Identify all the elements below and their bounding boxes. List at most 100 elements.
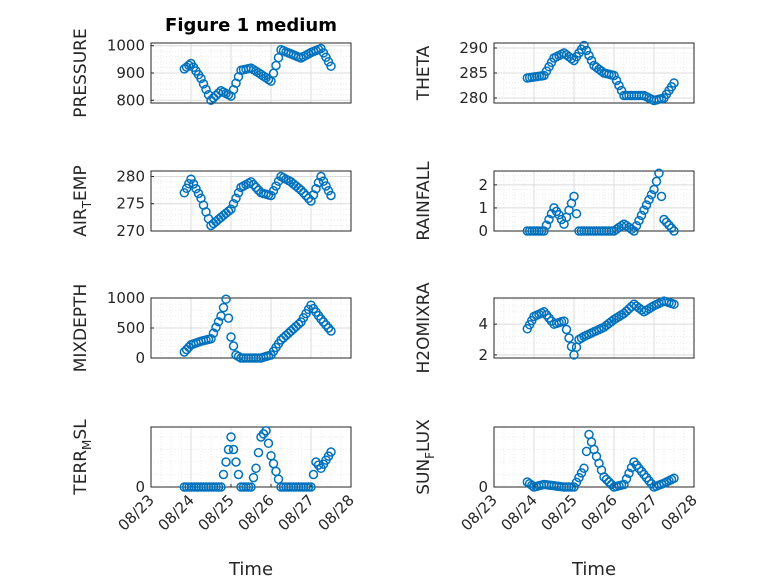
data-point: [228, 444, 239, 455]
data-point: [564, 333, 574, 343]
data-point: [221, 457, 231, 467]
data-point: [216, 482, 226, 492]
data-point: [251, 463, 261, 474]
data-point: [629, 226, 639, 236]
data-point: [641, 200, 652, 210]
data-point: [308, 190, 319, 200]
data-point: [226, 432, 236, 442]
data-point: [226, 332, 236, 342]
x-tick-label: 08/27: [618, 491, 661, 534]
data-point: [601, 474, 612, 485]
data-point: [201, 84, 211, 95]
data-point: [318, 317, 329, 327]
data-point: [233, 188, 244, 198]
data-point: [273, 474, 284, 484]
data-point: [223, 313, 234, 323]
data-point: [661, 217, 672, 228]
data-point: [261, 426, 271, 436]
data-point: [311, 183, 321, 194]
axes-frame: [493, 426, 695, 488]
x-tick-label: 08/28: [315, 491, 358, 534]
y-tick-label: 290: [459, 39, 488, 57]
data-point: [263, 438, 274, 449]
data-point: [544, 214, 554, 225]
data-point: [231, 457, 241, 467]
data-point: [213, 316, 224, 327]
axes-frame: [493, 170, 695, 232]
x-tick-label: 08/24: [155, 491, 198, 534]
data-point: [321, 320, 331, 330]
data-point: [639, 205, 649, 215]
data-point: [574, 472, 584, 483]
y-tick-label: 1000: [107, 289, 145, 307]
subplot-3: 270 275 280 AIRTEMP: [71, 165, 352, 240]
y-tick-label: 1000: [107, 37, 145, 55]
data-point: [271, 181, 281, 191]
data-point: [636, 210, 647, 221]
data-point: [666, 223, 677, 233]
x-tick-label: 08/24: [498, 491, 541, 534]
y-tick-label: 280: [116, 167, 145, 185]
y-axis-label-2: THETA: [414, 45, 434, 101]
y-axis-label-6: H2OMIXRA: [414, 282, 434, 373]
data-point: [218, 302, 229, 313]
data-point: [228, 341, 239, 351]
data-point: [569, 482, 579, 492]
x-tick-label: 08/23: [458, 491, 501, 534]
data-point: [539, 226, 549, 236]
x-tick-label: 08/25: [195, 491, 238, 534]
data-point: [609, 70, 619, 81]
data-point: [599, 472, 609, 482]
data-point: [669, 299, 679, 309]
data-point: [251, 182, 261, 193]
y-axis-label-3: AIRTEMP: [71, 165, 94, 236]
data-point: [664, 220, 674, 230]
y-axis-label-5: MIXDEPTH: [71, 284, 91, 373]
data-point: [306, 482, 316, 492]
data-point: [669, 78, 679, 88]
data-point: [246, 177, 256, 187]
y-tick-label: 1: [478, 199, 488, 217]
x-tick-label: 08/26: [235, 491, 278, 534]
data-point: [604, 477, 614, 487]
data-point: [323, 323, 334, 333]
data-point: [223, 206, 234, 216]
data-point: [579, 40, 589, 51]
data-point: [326, 190, 336, 201]
data-point: [659, 214, 669, 225]
data-point: [556, 214, 567, 225]
y-axis-label-8: SUNFLUX: [414, 419, 437, 495]
data-point: [614, 80, 624, 91]
y-tick-label: 500: [116, 319, 145, 337]
data-point: [248, 472, 259, 483]
data-point: [231, 193, 241, 204]
data-point: [184, 178, 194, 189]
y-tick-label: 280: [459, 89, 488, 107]
data-point: [654, 168, 664, 179]
x-tick-label: 08/25: [538, 491, 581, 534]
data-point: [316, 314, 326, 324]
data-point: [308, 469, 319, 480]
data-point: [624, 468, 634, 479]
data-point: [619, 479, 629, 490]
data-point: [293, 183, 304, 193]
data-point: [581, 45, 592, 56]
data-point: [198, 79, 209, 89]
data-point: [191, 183, 201, 194]
data-point: [669, 226, 679, 236]
data-point: [644, 195, 654, 205]
data-point: [611, 75, 622, 86]
subplot-1: 800 900 1000 PRESSURE: [71, 28, 352, 118]
data-point: [569, 191, 579, 202]
x-axis-label-left: Time: [228, 559, 273, 580]
data-point: [226, 204, 236, 214]
data-point: [228, 198, 239, 209]
y-tick-label: 0: [135, 478, 145, 496]
y-tick-label: 275: [116, 195, 145, 213]
axes-frame: [150, 170, 352, 232]
data-point: [208, 93, 219, 103]
data-point: [206, 95, 216, 106]
data-point: [298, 188, 309, 198]
data-point: [306, 196, 316, 206]
